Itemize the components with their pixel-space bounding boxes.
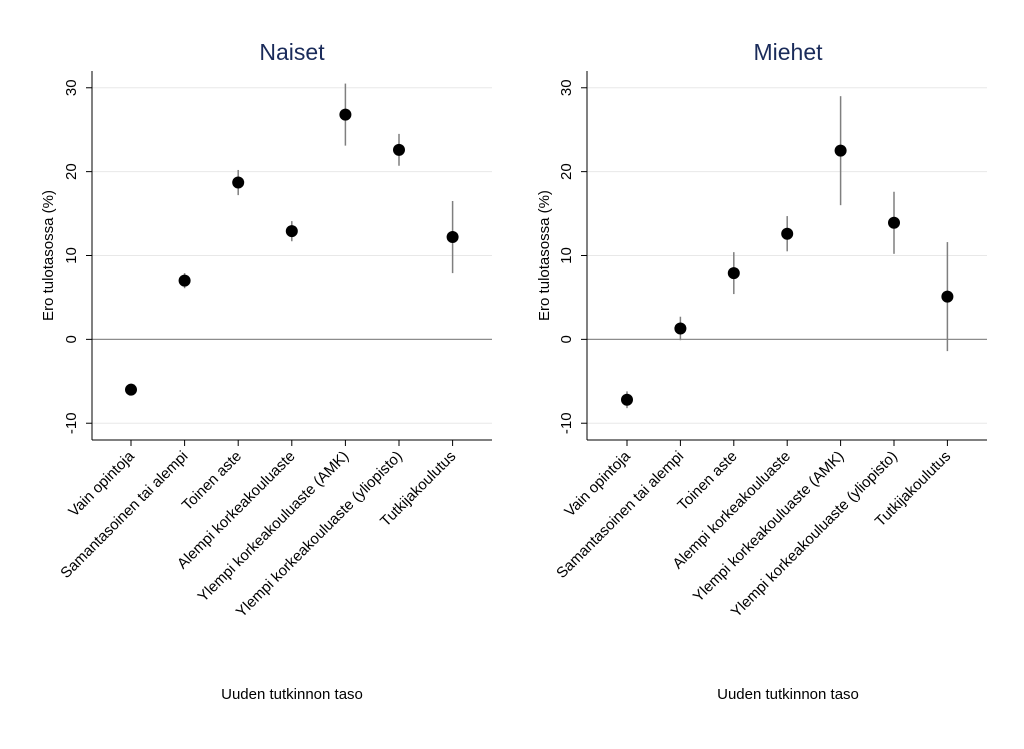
data-point	[727, 267, 740, 280]
y-tick-label: 20	[63, 163, 80, 180]
x-axis-label: Uuden tutkinnon taso	[717, 686, 859, 703]
y-tick-label: -10	[63, 412, 80, 434]
data-point	[339, 108, 352, 121]
data-point	[125, 383, 137, 396]
chart-title: Miehet	[753, 39, 823, 65]
y-tick-label: 20	[558, 163, 575, 180]
data-point	[621, 393, 633, 406]
y-axis-label: Ero tulotasossa (%)	[40, 190, 57, 321]
x-axis-label: Uuden tutkinnon taso	[221, 686, 363, 703]
data-point	[888, 216, 900, 229]
y-tick-label: 30	[63, 79, 80, 96]
data-point	[393, 143, 405, 156]
y-tick-label: 10	[63, 247, 80, 264]
data-point	[232, 176, 245, 189]
data-point	[285, 225, 298, 238]
data-point	[781, 227, 794, 240]
y-axis-label: Ero tulotasossa (%)	[536, 190, 553, 321]
y-tick-label: 0	[63, 335, 80, 343]
y-tick-label: 10	[558, 247, 575, 264]
chart-title: Naiset	[259, 39, 325, 65]
y-tick-label: 30	[558, 79, 575, 96]
data-point	[941, 290, 954, 303]
data-point	[446, 231, 459, 244]
data-point	[178, 274, 191, 287]
data-point	[834, 144, 847, 157]
y-tick-label: -10	[558, 412, 575, 434]
y-tick-label: 0	[558, 335, 575, 343]
data-point	[674, 322, 687, 335]
